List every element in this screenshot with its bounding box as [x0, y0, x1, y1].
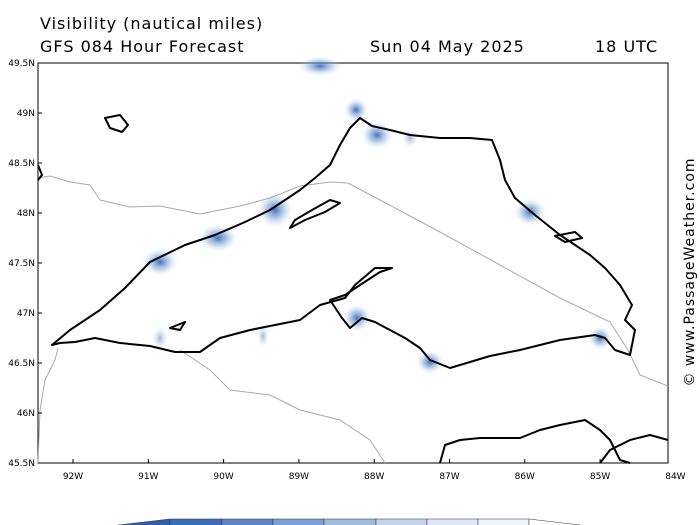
coastlines [37, 114, 669, 464]
lat-label: 48N [17, 209, 35, 219]
lon-label: 90W [213, 472, 233, 482]
lat-label: 48.5N [8, 159, 35, 169]
subtitle: GFS 084 Hour Forecast [40, 37, 245, 56]
lat-label: 46.5N [8, 359, 35, 369]
map-frame [37, 62, 669, 464]
lon-label: 91W [138, 472, 158, 482]
lat-label: 49N [17, 109, 35, 119]
lon-label: 87W [439, 472, 459, 482]
lat-label: 47N [17, 309, 35, 319]
visibility-blobs [142, 56, 612, 374]
lat-label: 45.5N [8, 459, 35, 469]
borders [37, 175, 669, 464]
lat-label: 46N [17, 409, 35, 419]
lon-label: 92W [63, 472, 83, 482]
lon-label: 85W [590, 472, 610, 482]
time: 18 UTC [595, 37, 658, 56]
map [37, 56, 669, 464]
watermark: © www.PassageWeather.com [682, 157, 698, 386]
lon-label: 86W [515, 472, 535, 482]
lat-label: 47.5N [8, 259, 35, 269]
lon-label: 89W [289, 472, 309, 482]
date: Sun 04 May 2025 [370, 37, 525, 56]
title: Visibility (nautical miles) [40, 14, 263, 33]
lon-label: 84W [665, 472, 685, 482]
legend [117, 518, 581, 525]
lat-label: 49.5N [8, 59, 35, 69]
lon-label: 88W [364, 472, 384, 482]
